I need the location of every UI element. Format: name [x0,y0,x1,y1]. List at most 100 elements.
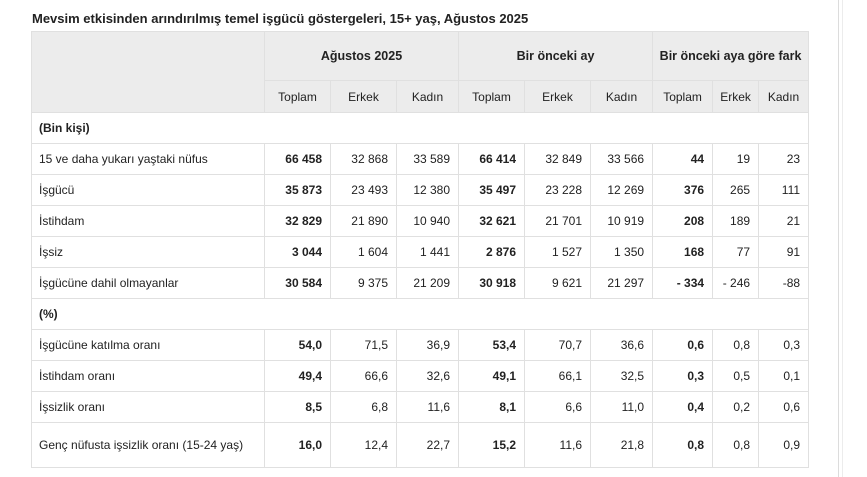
table-cell: - 334 [652,267,714,299]
page-divider [838,0,839,477]
table-cell: 91 [758,236,810,268]
table-cell: 0,2 [712,391,760,423]
table-cell: 36,9 [395,329,460,361]
column-header-2: Kadın [395,80,460,113]
table-cell: 0,6 [652,329,714,361]
table-cell: 21 297 [590,267,654,299]
table-cell: 22,7 [395,422,460,468]
table-cell: -88 [758,267,810,299]
table-row: İstihdam oranı 49,4 66,6 32,6 49,1 66,1 32,5 0,… [31,360,810,392]
column-header-8: Kadın [758,80,810,113]
table-cell: 77 [712,236,760,268]
table-cell: 53,4 [458,329,526,361]
table-cell: 189 [712,205,760,237]
table-cell: 8,1 [458,391,526,423]
table-cell: 0,8 [652,422,714,468]
table-cell: 32 868 [330,143,397,175]
table-row: İstihdam 32 829 21 890 10 940 32 621 21 701 10… [31,205,810,237]
table-cell: 35 497 [458,174,526,206]
column-header-7: Erkek [712,80,760,113]
table-cell: 11,6 [395,391,460,423]
column-header-0: Toplam [264,80,331,113]
row-label: 15 ve daha yukarı yaştaki nüfus [31,143,265,175]
table-cell: 168 [652,236,714,268]
table-cell: 0,1 [758,360,810,392]
table-row: İşgücüne katılma oranı 54,0 71,5 36,9 53,4 70… [31,329,810,361]
table-cell: 0,6 [758,391,810,423]
table-cell: 21,8 [590,422,654,468]
table-cell: 32 829 [264,205,331,237]
labor-indicators-table: Ağustos 2025 Bir önceki ay Bir önceki ay… [30,31,810,468]
table-cell: 15,2 [458,422,526,468]
table-cell: 21 209 [395,267,460,299]
table-cell: 0,9 [758,422,810,468]
table-cell: 23 [758,143,810,175]
table-cell: 9 375 [330,267,397,299]
table-cell: 49,1 [458,360,526,392]
table-cell: 3 044 [264,236,331,268]
table-cell: 44 [652,143,714,175]
table-cell: 6,6 [524,391,592,423]
section-row: (%) [30,298,810,330]
header-corner [31,31,265,113]
table-cell: 376 [652,174,714,206]
table-cell: 0,4 [652,391,714,423]
table-title: Mevsim etkisinden arındırılmış temel işg… [32,11,529,26]
table-cell: - 246 [712,267,760,299]
table-cell: 0,3 [758,329,810,361]
table-cell: 49,4 [264,360,331,392]
row-label: İşgücü [31,174,265,206]
table-cell: 0,3 [652,360,714,392]
table-cell: 1 604 [330,236,397,268]
table-cell: 23 493 [330,174,397,206]
table-cell: 70,7 [524,329,592,361]
table-cell: 208 [652,205,714,237]
table-row: İşgücü 35 873 23 493 12 380 35 497 23 228 12 2… [31,174,810,206]
table-cell: 33 566 [590,143,654,175]
table-cell: 66,1 [524,360,592,392]
table-cell: 1 527 [524,236,592,268]
table-cell: 12,4 [330,422,397,468]
table-cell: 32 621 [458,205,526,237]
table-cell: 21 890 [330,205,397,237]
table-cell: 11,6 [524,422,592,468]
column-header-3: Toplam [458,80,526,113]
table-cell: 9 621 [524,267,592,299]
table-cell: 71,5 [330,329,397,361]
table-cell: 36,6 [590,329,654,361]
table-cell: 8,5 [264,391,331,423]
table-row: İşsiz 3 044 1 604 1 441 2 876 1 527 1 350 168 77… [31,236,810,268]
table-cell: 19 [712,143,760,175]
column-header-1: Erkek [330,80,397,113]
table-cell: 1 350 [590,236,654,268]
page-divider-secondary [842,0,843,477]
column-header-6: Toplam [652,80,714,113]
table-cell: 1 441 [395,236,460,268]
section-row: (Bin kişi) [30,112,810,144]
table-cell: 12 269 [590,174,654,206]
table-cell: 66 414 [458,143,526,175]
table-row: 15 ve daha yukarı yaştaki nüfus 66 458 32 … [31,143,810,175]
table-cell: 35 873 [264,174,331,206]
row-label: İşsizlik oranı [31,391,265,423]
table-cell: 66,6 [330,360,397,392]
table-cell: 54,0 [264,329,331,361]
section-title: (%) [30,298,810,330]
column-header-4: Erkek [524,80,592,113]
group-header-difference: Bir önceki aya göre fark [652,31,810,81]
column-header-5: Kadın [590,80,654,113]
table-cell: 6,8 [330,391,397,423]
table-row: Genç nüfusta işsizlik oranı (15-24 yaş) 1… [31,422,810,468]
group-header-current: Ağustos 2025 [263,31,460,81]
table-cell: 11,0 [590,391,654,423]
table-cell: 33 589 [395,143,460,175]
group-header-previous: Bir önceki ay [458,31,654,81]
table-cell: 2 876 [458,236,526,268]
table-cell: 21 701 [524,205,592,237]
section-title: (Bin kişi) [30,112,810,144]
table-cell: 10 940 [395,205,460,237]
table-cell: 12 380 [395,174,460,206]
row-label: İstihdam oranı [31,360,265,392]
table-cell: 23 228 [524,174,592,206]
table-cell: 0,8 [712,329,760,361]
